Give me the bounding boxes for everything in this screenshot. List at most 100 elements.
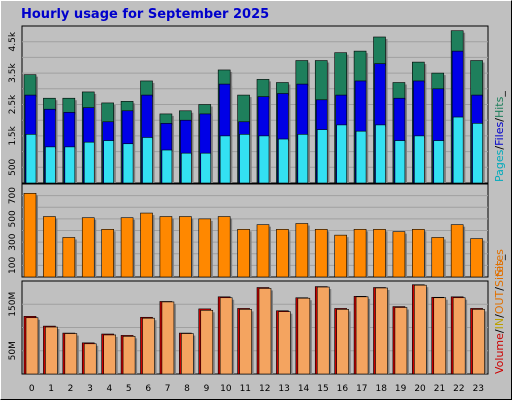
volume-out-bar [355, 296, 369, 375]
legend-volume-part: _ [493, 254, 506, 261]
pages-bar [200, 152, 212, 184]
y-tick-label: 50M [8, 341, 18, 360]
volume-out-bar [316, 286, 330, 375]
x-tick-label: 19 [395, 384, 407, 394]
volume-out-bar [375, 287, 388, 375]
x-tick-label: 8 [184, 384, 190, 394]
volume-out-bar [103, 334, 116, 375]
pages-bar [297, 134, 309, 184]
volume-out-bar [472, 309, 485, 375]
legend-volume-part: / [493, 314, 506, 318]
chart-title: Hourly usage for September 2025 [21, 7, 270, 22]
sites-bar [81, 217, 95, 278]
pages-bar [472, 123, 483, 184]
sites-bar [62, 237, 76, 278]
pages-bar [161, 149, 173, 184]
volume-out-bar [239, 309, 252, 375]
x-tick-label: 23 [473, 384, 484, 394]
sites-bar [140, 212, 153, 278]
sites-bar [276, 229, 289, 278]
pages-bar [375, 124, 386, 184]
sites-bar [353, 229, 367, 278]
x-tick-label: 5 [126, 384, 132, 394]
pages-bar [219, 135, 231, 184]
volume-out-bar [45, 326, 58, 375]
pages-bar [316, 129, 328, 184]
volume-out-bar [200, 309, 214, 375]
sites-bar [431, 237, 445, 278]
y-tick-label: 500 [8, 158, 18, 175]
legend-pages-files-hits-part: Pages [493, 149, 506, 182]
sites-bar [450, 224, 464, 278]
volume-out-bar [336, 309, 349, 375]
x-tick-label: 21 [434, 384, 445, 394]
sites-bar [179, 216, 192, 278]
pages-bar [83, 141, 95, 184]
sites-bar [43, 216, 56, 278]
legend-volume-part: IN [493, 318, 506, 329]
pages-bar [355, 130, 367, 184]
volume-out-bar [122, 336, 136, 375]
sites-bar [120, 217, 134, 278]
x-tick-label: 16 [337, 384, 349, 394]
legend-volume-part: / [493, 329, 506, 333]
sites-bar [373, 229, 386, 278]
legend-pages-files-hits: Pages/Files/Hits_ [493, 91, 506, 182]
volume-out-bar [258, 288, 272, 375]
pages-bar [452, 116, 464, 184]
sites-bar [470, 238, 483, 278]
volume-out-bar [414, 284, 427, 375]
x-tick-label: 9 [204, 384, 210, 394]
legend-pages-files-hits-part: / [493, 118, 506, 122]
pages-bar [394, 140, 406, 184]
pages-bar [181, 152, 192, 184]
y-tick-label: 150M [8, 292, 18, 317]
sites-bar [237, 229, 250, 278]
sites-bar [314, 229, 328, 278]
volume-out-bar [25, 317, 39, 375]
sites-bar [256, 224, 270, 278]
volume-out-bar [219, 297, 233, 375]
y-tick-label: 100 [8, 257, 18, 274]
pages-bar [278, 138, 289, 184]
x-tick-label: 12 [259, 384, 270, 394]
volume-out-bar [83, 343, 97, 375]
x-tick-label: 14 [298, 384, 310, 394]
y-tick-label: 300 [8, 233, 18, 250]
legend-pages-files-hits-part: / [493, 146, 506, 150]
y-tick-label: 2.5k [8, 94, 18, 114]
pages-bar [25, 134, 37, 184]
x-tick-label: 4 [107, 384, 113, 394]
sites-bar [23, 193, 37, 278]
x-tick-label: 10 [220, 384, 232, 394]
legend-pages-files-hits-part: Hits [493, 96, 506, 118]
volume-out-bar [433, 297, 447, 375]
x-tick-label: 6 [145, 384, 151, 394]
legend-pages-files-hits-part: Files [493, 121, 506, 145]
sites-bar [295, 223, 309, 278]
pages-bar [239, 134, 250, 184]
pages-bar [103, 140, 114, 184]
x-tick-label: 0 [29, 384, 35, 394]
volume-out-bar [181, 333, 194, 375]
x-tick-label: 7 [165, 384, 171, 394]
x-tick-label: 11 [240, 384, 251, 394]
x-tick-label: 13 [278, 384, 289, 394]
volume-out-bar [452, 297, 466, 375]
sites-bar [159, 216, 173, 278]
legend-sites: Sites [493, 249, 506, 276]
x-tick-label: 2 [68, 384, 74, 394]
legend-volume-part: OUT [493, 290, 506, 314]
x-tick-label: 1 [48, 384, 54, 394]
sites-bar [198, 218, 212, 278]
y-tick-label: 500 [8, 210, 18, 227]
volume-out-bar [161, 301, 175, 375]
pages-bar [142, 137, 153, 184]
sites-bar [101, 229, 114, 278]
legend-volume: Volume/IN/OUT/Sites_ [493, 254, 506, 374]
x-tick-label: 3 [87, 384, 93, 394]
sites-bar [334, 234, 347, 278]
legend-volume-part: Volume [493, 333, 506, 374]
volume-out-bar [297, 297, 311, 375]
pages-bar [336, 124, 347, 184]
